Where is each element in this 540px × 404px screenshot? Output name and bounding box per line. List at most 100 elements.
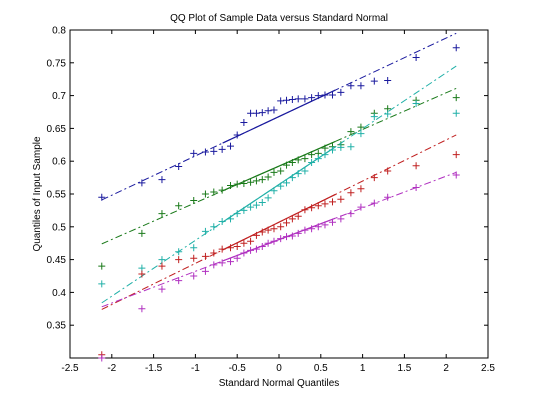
data-point <box>370 113 378 121</box>
data-point <box>158 285 166 293</box>
y-tick-label: 0.75 <box>47 58 67 69</box>
reference-line <box>222 140 336 192</box>
data-point <box>138 305 146 313</box>
data-point <box>314 92 322 100</box>
plot-area: -2.5 -2 -1.5 -1 -0.5 0 0.5 1 1.5 2 2.5 0.35 0.4 0.45 0… <box>47 26 496 375</box>
data-point <box>283 96 291 104</box>
data-point <box>452 94 460 102</box>
series-1 <box>98 32 460 201</box>
data-point <box>264 194 272 202</box>
data-point <box>227 142 235 150</box>
data-point <box>370 199 378 207</box>
data-point <box>283 161 291 169</box>
data-point <box>240 180 248 188</box>
data-point <box>233 254 241 262</box>
data-point <box>264 107 272 115</box>
x-tick-label: -0.5 <box>229 363 247 374</box>
data-point <box>321 144 329 152</box>
data-point <box>138 229 146 237</box>
data-point <box>247 109 255 117</box>
data-point <box>294 170 302 178</box>
data-point <box>190 272 198 280</box>
data-point <box>357 203 365 211</box>
data-point <box>370 77 378 85</box>
data-point <box>218 218 226 226</box>
data-point <box>158 256 166 264</box>
data-point <box>233 242 241 250</box>
y-tick-label: 0.35 <box>47 321 67 332</box>
data-point <box>233 180 241 188</box>
data-point <box>233 131 241 139</box>
data-point <box>252 201 260 209</box>
data-point <box>301 206 309 214</box>
data-point <box>321 91 329 99</box>
data-point <box>240 249 248 257</box>
data-point <box>277 167 285 175</box>
data-point <box>357 185 365 193</box>
data-point <box>264 226 272 234</box>
data-point <box>270 187 278 195</box>
data-point <box>384 193 392 201</box>
data-point <box>190 244 198 252</box>
data-point <box>240 239 248 247</box>
x-axis-title: Standard Normal Quantiles <box>219 378 340 389</box>
data-point <box>314 155 322 163</box>
data-point <box>210 249 218 257</box>
reference-line <box>222 146 336 223</box>
data-point <box>227 181 235 189</box>
data-point <box>158 262 166 270</box>
data-point <box>347 189 355 197</box>
data-point <box>370 174 378 182</box>
y-tick-label: 0.6 <box>52 157 66 168</box>
data-point <box>240 206 248 214</box>
data-point <box>277 182 285 190</box>
data-point <box>288 96 296 104</box>
data-point <box>138 270 146 278</box>
x-tick-label: -2 <box>107 363 116 374</box>
data-point <box>294 95 302 103</box>
data-point <box>247 178 255 186</box>
series-2 <box>98 87 460 270</box>
x-tick-label: 1.5 <box>397 363 411 374</box>
data-point <box>98 280 106 288</box>
data-point <box>337 88 345 96</box>
data-point <box>247 246 255 254</box>
data-point <box>218 145 226 153</box>
data-point <box>357 82 365 90</box>
data-point <box>258 199 266 207</box>
chart-title: QQ Plot of Sample Data versus Standard N… <box>170 13 388 24</box>
data-point <box>190 197 198 205</box>
data-point <box>258 242 266 250</box>
data-point <box>201 252 209 260</box>
data-point <box>294 212 302 220</box>
data-point <box>452 171 460 179</box>
data-point <box>308 225 316 233</box>
data-point <box>252 231 260 239</box>
y-axis-title: Quantiles of Input Sample <box>32 136 43 252</box>
x-tick-label: 2 <box>443 363 449 374</box>
y-tick-label: 0.5 <box>52 222 66 233</box>
data-point <box>329 91 337 99</box>
data-point <box>412 54 420 62</box>
data-point <box>258 176 266 184</box>
data-point <box>347 82 355 90</box>
series-3 <box>98 65 460 304</box>
data-point <box>452 109 460 117</box>
data-point <box>308 94 316 102</box>
data-point <box>218 186 226 194</box>
y-tick-label: 0.4 <box>52 288 66 299</box>
x-tick-label: 0.5 <box>314 363 328 374</box>
reference-line-extended <box>101 171 457 308</box>
data-point <box>210 188 218 196</box>
data-point <box>210 261 218 269</box>
data-point <box>301 167 309 175</box>
data-point <box>288 232 296 240</box>
data-point <box>288 215 296 223</box>
data-point <box>301 95 309 103</box>
data-point <box>277 223 285 231</box>
data-point <box>175 277 183 285</box>
data-point <box>294 156 302 164</box>
y-tick-label: 0.7 <box>52 91 66 102</box>
